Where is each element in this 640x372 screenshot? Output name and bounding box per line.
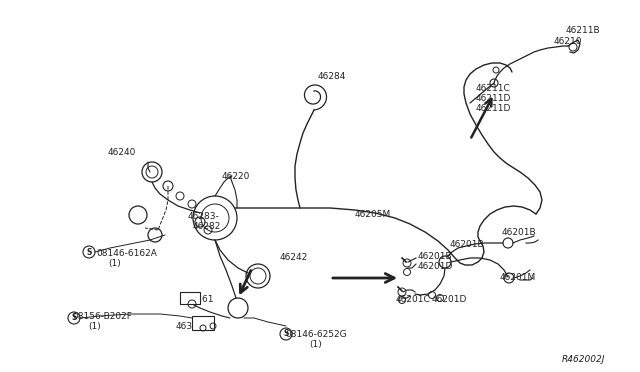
- Text: 46242: 46242: [280, 253, 308, 262]
- Text: 46282: 46282: [193, 222, 221, 231]
- Text: 46220: 46220: [222, 172, 250, 181]
- Text: (1): (1): [309, 340, 322, 349]
- Text: S: S: [71, 314, 77, 323]
- FancyBboxPatch shape: [180, 292, 200, 304]
- Text: 46201D: 46201D: [418, 262, 453, 271]
- Text: 46205M: 46205M: [355, 210, 391, 219]
- Text: 46283-: 46283-: [188, 212, 220, 221]
- Text: 46211B: 46211B: [566, 26, 600, 35]
- Text: 46211C: 46211C: [476, 84, 511, 93]
- Text: 46201M: 46201M: [500, 273, 536, 282]
- Text: 46201B: 46201B: [418, 252, 452, 261]
- Text: R462002J: R462002J: [562, 355, 605, 364]
- Text: (1): (1): [108, 259, 121, 268]
- Text: 46261: 46261: [186, 295, 214, 304]
- Text: 46201B: 46201B: [502, 228, 536, 237]
- Text: 46211D: 46211D: [476, 94, 511, 103]
- Text: 46284: 46284: [318, 72, 346, 81]
- Text: 46240: 46240: [108, 148, 136, 157]
- Text: 46201C: 46201C: [396, 295, 431, 304]
- Text: 08156-B202F: 08156-B202F: [72, 312, 132, 321]
- FancyBboxPatch shape: [192, 316, 214, 330]
- Text: 08146-6162A: 08146-6162A: [96, 249, 157, 258]
- Text: 46211D: 46211D: [476, 104, 511, 113]
- Text: S: S: [284, 330, 289, 339]
- Text: 46201B: 46201B: [450, 240, 484, 249]
- Text: 46313: 46313: [176, 322, 205, 331]
- Text: 08146-6252G: 08146-6252G: [285, 330, 347, 339]
- Text: S: S: [86, 247, 92, 257]
- Text: 46201D: 46201D: [432, 295, 467, 304]
- Text: (1): (1): [88, 322, 100, 331]
- Text: 46210: 46210: [554, 37, 582, 46]
